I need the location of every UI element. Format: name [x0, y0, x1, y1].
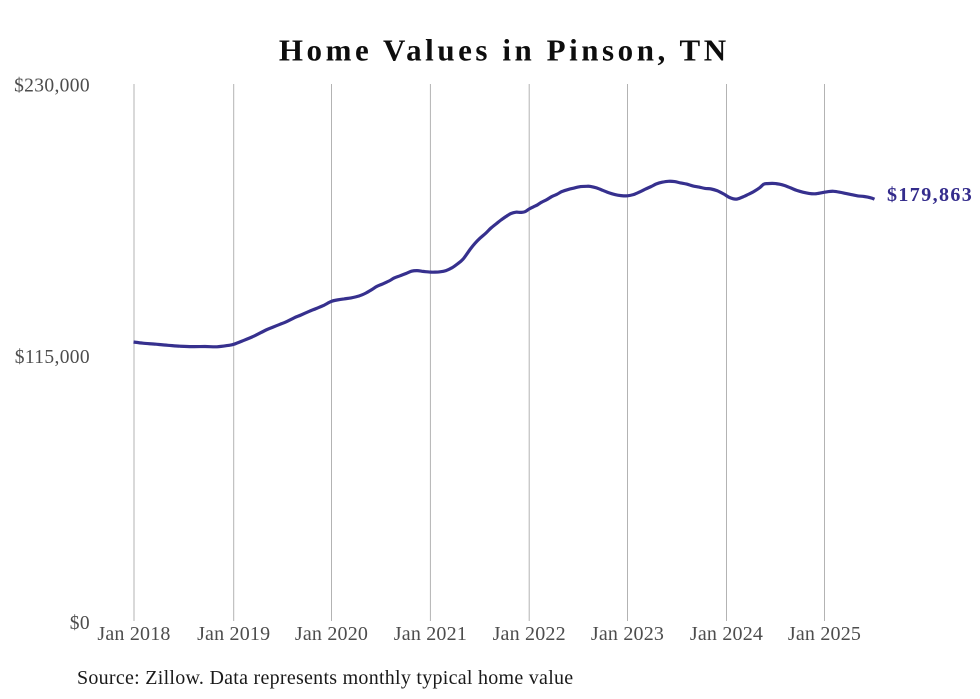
svg-text:Source: Zillow. Data represent: Source: Zillow. Data represents monthly …: [77, 667, 573, 689]
svg-text:Jan 2022: Jan 2022: [493, 623, 566, 645]
svg-text:Jan 2020: Jan 2020: [295, 623, 368, 645]
svg-text:Jan 2023: Jan 2023: [591, 623, 664, 645]
svg-text:Home Values in Pinson, TN: Home Values in Pinson, TN: [279, 32, 730, 67]
svg-text:Jan 2021: Jan 2021: [394, 623, 467, 645]
svg-text:Jan 2018: Jan 2018: [97, 623, 170, 645]
svg-text:$230,000: $230,000: [14, 76, 90, 97]
svg-text:$0: $0: [70, 613, 90, 634]
svg-text:Jan 2025: Jan 2025: [788, 623, 861, 645]
svg-text:Jan 2024: Jan 2024: [690, 623, 763, 645]
svg-text:Jan 2019: Jan 2019: [197, 623, 270, 645]
svg-text:$115,000: $115,000: [15, 347, 90, 368]
svg-text:$179,863: $179,863: [887, 184, 973, 206]
